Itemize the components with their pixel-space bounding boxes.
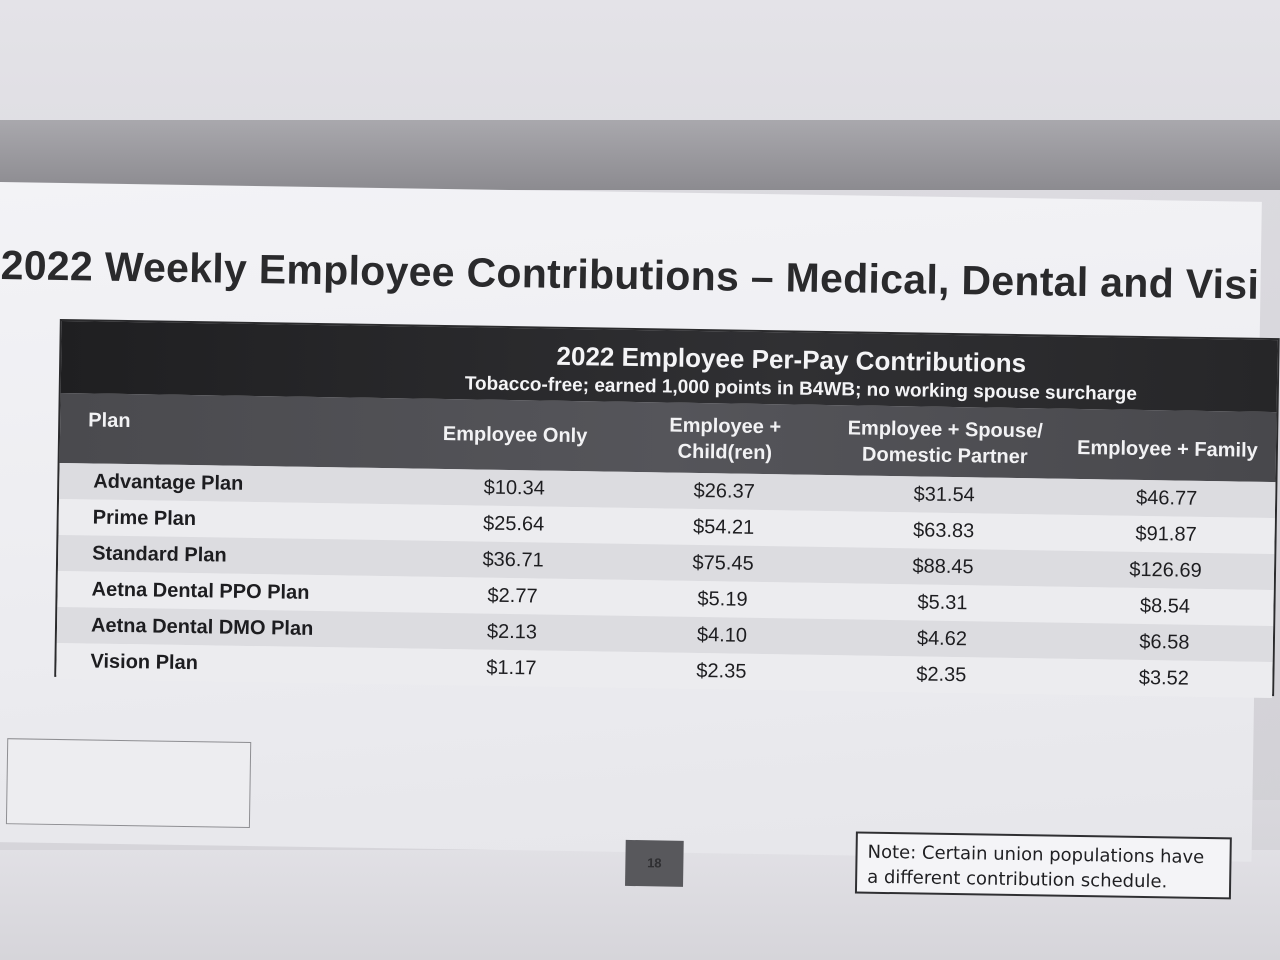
cell-plan: Advantage Plan bbox=[93, 470, 244, 495]
cell-employee-spouse: $4.62 bbox=[916, 627, 968, 651]
cell-employee-family: $46.77 bbox=[1135, 486, 1198, 510]
note-box: Note: Certain union populations have a d… bbox=[854, 831, 1232, 900]
column-header-employee-spouse: Employee + Spouse/ Domestic Partner bbox=[830, 415, 1061, 471]
cell-employee-spouse: $5.31 bbox=[917, 591, 968, 615]
cell-employee-only: $2.13 bbox=[486, 620, 538, 644]
cell-employee-only: $1.17 bbox=[486, 656, 537, 680]
cell-employee-children: $54.21 bbox=[692, 515, 755, 539]
blank-box bbox=[5, 738, 252, 829]
cell-employee-spouse: $63.83 bbox=[912, 519, 975, 543]
cell-plan: Prime Plan bbox=[92, 506, 197, 531]
cell-employee-family: $8.54 bbox=[1139, 594, 1191, 618]
column-header-employee-children: Employee + Child(ren) bbox=[630, 412, 821, 467]
cell-employee-only: $2.77 bbox=[487, 584, 538, 608]
cell-employee-family: $6.58 bbox=[1139, 630, 1190, 654]
cell-employee-children: $26.37 bbox=[693, 479, 755, 503]
column-header-employee-children-line1: Employee + bbox=[669, 414, 782, 439]
cell-plan: Vision Plan bbox=[90, 650, 199, 675]
cell-employee-children: $2.35 bbox=[696, 659, 747, 683]
column-header-employee-spouse-line2: Domestic Partner bbox=[861, 443, 1028, 469]
cell-employee-spouse: $2.35 bbox=[916, 663, 967, 687]
cell-employee-family: $91.87 bbox=[1135, 522, 1197, 546]
column-header-employee-only: Employee Only bbox=[442, 422, 588, 448]
contributions-table: 2022 Employee Per-Pay Contributions Toba… bbox=[54, 318, 1280, 699]
cell-plan: Standard Plan bbox=[92, 542, 227, 567]
cell-employee-family: $3.52 bbox=[1138, 666, 1190, 690]
cell-employee-children: $5.19 bbox=[697, 588, 748, 611]
cell-employee-children: $75.45 bbox=[692, 551, 754, 575]
table-body: Advantage Plan $10.34 $26.37 $31.54 $46.… bbox=[56, 462, 1276, 699]
note-line-2: a different contribution schedule. bbox=[867, 866, 1168, 893]
page-title: 2022 Weekly Employee Contributions – Med… bbox=[0, 242, 1260, 308]
cell-plan: Aetna Dental DMO Plan bbox=[90, 614, 314, 640]
page-number: 18 bbox=[625, 839, 684, 887]
cell-employee-children: $4.10 bbox=[696, 624, 748, 647]
column-header-plan: Plan bbox=[88, 409, 131, 433]
cell-plan: Aetna Dental PPO Plan bbox=[91, 578, 310, 604]
column-header-employee-spouse-line1: Employee + Spouse/ bbox=[847, 417, 1043, 443]
column-header-employee-children-line2: Child(ren) bbox=[677, 440, 773, 465]
cell-employee-only: $25.64 bbox=[482, 512, 545, 536]
cell-employee-only: $36.71 bbox=[482, 548, 544, 572]
cell-employee-only: $10.34 bbox=[483, 476, 546, 500]
cell-employee-spouse: $31.54 bbox=[913, 483, 975, 507]
document-page: 2022 Weekly Employee Contributions – Med… bbox=[0, 182, 1280, 900]
column-header-employee-family: Employee + Family bbox=[1076, 436, 1258, 462]
cell-employee-family: $126.69 bbox=[1129, 558, 1202, 582]
cell-employee-spouse: $88.45 bbox=[912, 555, 974, 579]
header-gray-band bbox=[0, 120, 1280, 190]
